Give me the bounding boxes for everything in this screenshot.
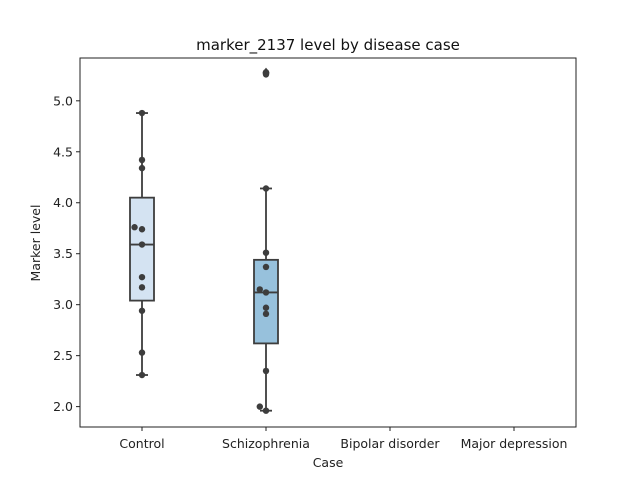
- data-point: [262, 71, 270, 78]
- data-point: [138, 349, 146, 356]
- data-point: [138, 273, 146, 281]
- box-control: [129, 112, 155, 376]
- y-tick-label: 5.0: [53, 93, 73, 108]
- data-point: [138, 164, 146, 172]
- data-point: [262, 185, 270, 192]
- y-tick-label: 3.0: [53, 297, 73, 312]
- x-tick-label: Major depression: [461, 436, 568, 451]
- plot-area: [129, 67, 279, 414]
- data-point: [138, 307, 146, 314]
- y-tick-label: 3.5: [53, 246, 73, 261]
- y-tick-label: 4.5: [53, 144, 73, 159]
- data-point: [262, 289, 270, 296]
- data-point: [262, 367, 270, 375]
- data-point: [262, 249, 270, 256]
- plot-frame: [79, 57, 577, 428]
- x-tick-label: Control: [119, 436, 164, 451]
- x-tick-label: Bipolar disorder: [340, 436, 440, 451]
- y-axis-label: Marker level: [28, 205, 43, 282]
- data-point: [262, 263, 270, 271]
- y-tick-label: 2.5: [53, 348, 73, 363]
- data-point: [138, 284, 146, 291]
- x-axis-label: Case: [313, 455, 344, 470]
- box-iqr: [129, 196, 155, 302]
- data-point: [138, 109, 146, 117]
- data-point: [256, 403, 263, 410]
- data-point: [138, 241, 146, 248]
- y-tick-label: 4.0: [53, 195, 73, 210]
- x-tick-label: Schizophrenia: [222, 436, 310, 451]
- data-point: [138, 226, 146, 233]
- data-point: [131, 224, 138, 231]
- points-control: [131, 109, 146, 379]
- data-point: [262, 407, 270, 414]
- data-point: [138, 156, 146, 164]
- points-schizophrenia: [256, 69, 270, 414]
- box-iqr: [253, 258, 279, 345]
- box-schizophrenia: [253, 67, 279, 412]
- data-point: [256, 286, 263, 293]
- data-point: [262, 310, 270, 318]
- y-tick-label: 2.0: [53, 399, 73, 414]
- data-point: [138, 371, 146, 379]
- chart-title: marker_2137 level by disease case: [196, 36, 460, 55]
- data-point: [262, 304, 270, 311]
